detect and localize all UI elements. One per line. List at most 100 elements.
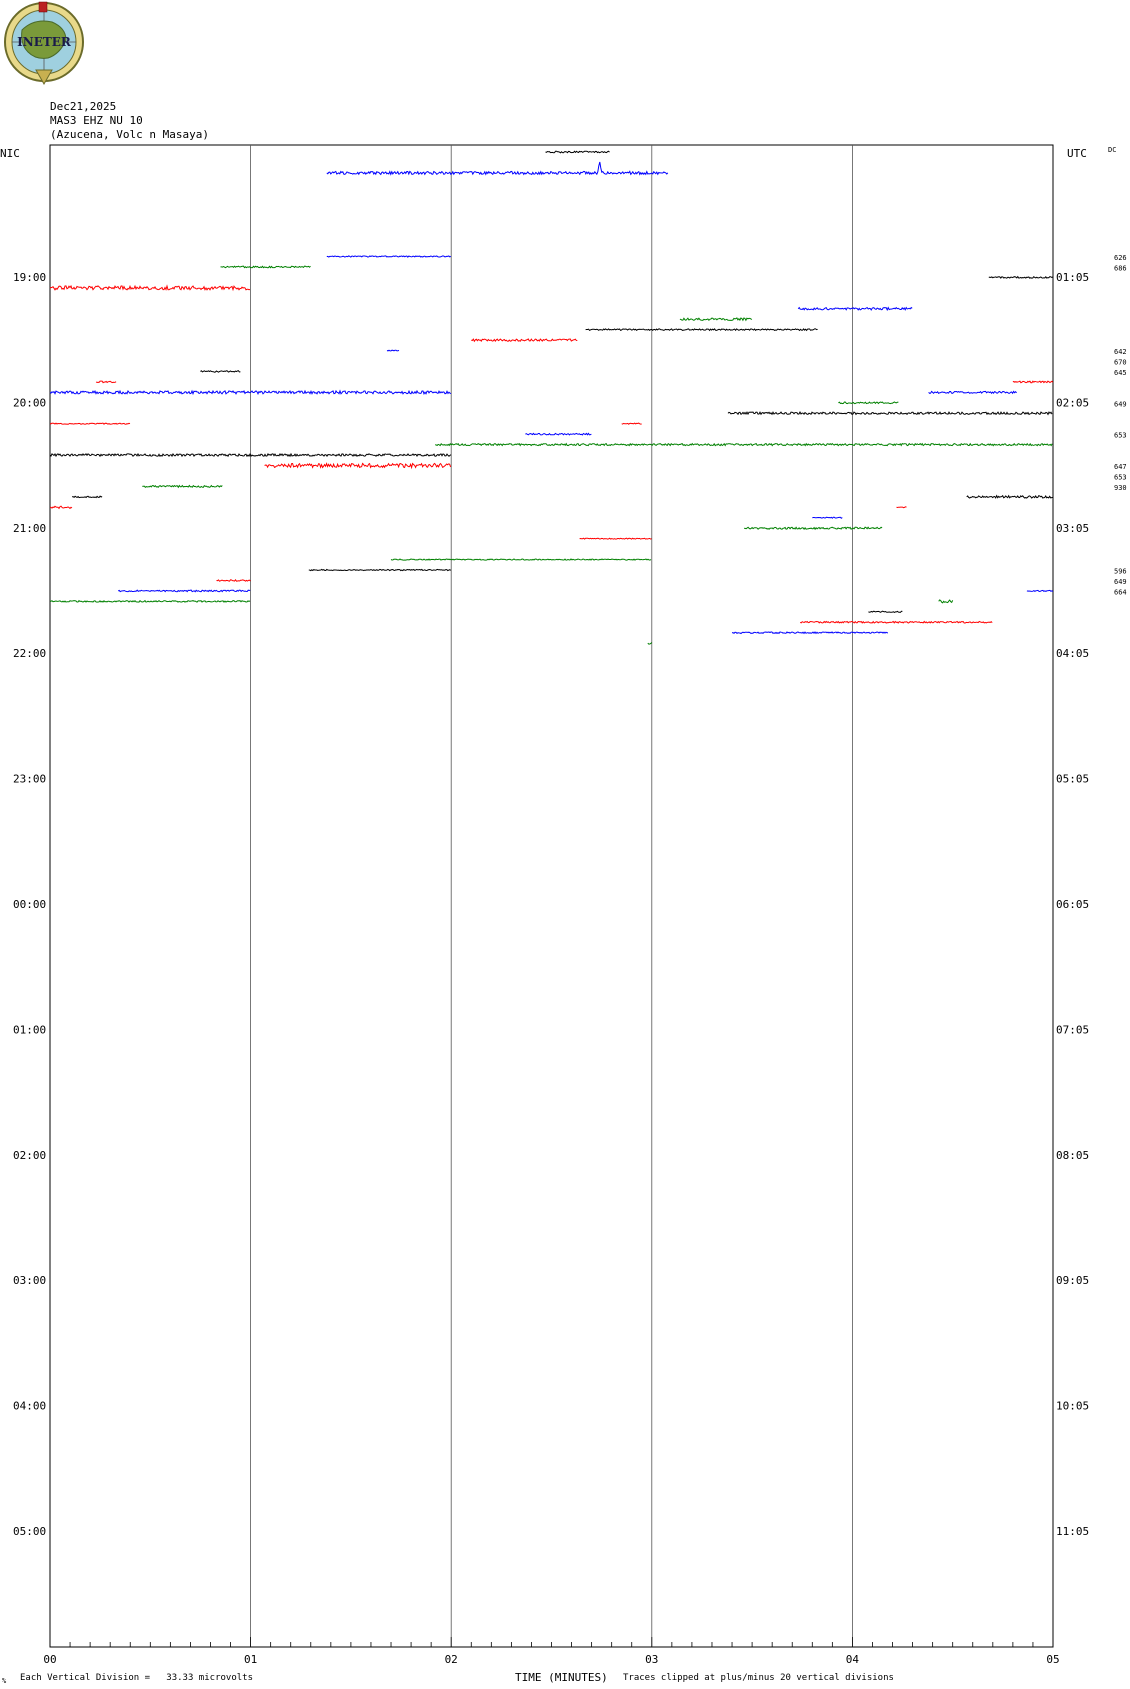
trace-segment <box>525 432 592 436</box>
dc-offset-value: 596 <box>1114 568 1127 576</box>
trace-segment <box>390 558 652 561</box>
nic-hour-label: 23:00 <box>13 773 46 786</box>
nic-hour-label: 22:00 <box>13 647 46 660</box>
trace-segment <box>647 642 653 645</box>
x-tick-label: 05 <box>1046 1653 1059 1666</box>
logo-text: INETER <box>17 35 72 49</box>
trace-segment <box>49 599 251 603</box>
header-date: Dec21,2025 <box>50 100 117 113</box>
trace-segment <box>896 506 907 509</box>
trace-segment <box>938 599 954 604</box>
utc-label: UTC <box>1067 147 1087 160</box>
trace-segment <box>264 462 452 470</box>
dc-offset-value: 664 <box>1114 588 1127 596</box>
trace-segment <box>386 349 400 352</box>
trace-segment <box>49 284 251 292</box>
utc-hour-label: 10:05 <box>1056 1400 1089 1413</box>
plot-border <box>49 144 1054 1648</box>
utc-hour-label: 05:05 <box>1056 773 1089 786</box>
trace-segment <box>1012 380 1054 384</box>
utc-hour-label: 01:05 <box>1056 271 1089 284</box>
trace-segment <box>72 495 103 499</box>
nic-hour-label: 02:00 <box>13 1149 46 1162</box>
x-tick-label: 02 <box>445 1653 458 1666</box>
trace-segment <box>326 255 452 258</box>
trace-segment <box>966 494 1053 499</box>
footer-corner-mark: % <box>2 1677 7 1685</box>
dc-offset-value: 626 <box>1114 254 1127 262</box>
trace-segment <box>471 338 578 343</box>
trace-segment <box>928 390 1017 395</box>
utc-hour-label: 06:05 <box>1056 898 1089 911</box>
dc-offset-value: 653 <box>1114 473 1127 481</box>
trace-segment <box>49 422 131 425</box>
x-tick-label: 04 <box>846 1653 860 1666</box>
dc-offset-labels: 626 686 642 670 645 649 653 647 653 930 596 649 664 <box>1114 254 1127 596</box>
nic-hour-label: 05:00 <box>13 1525 46 1538</box>
trace-segment <box>727 411 1053 416</box>
nic-hour-label: 20:00 <box>13 396 46 409</box>
trace-segment <box>545 150 610 154</box>
utc-time-labels: 01:05 02:05 03:05 04:05 05:05 06:05 07:05 08:05… <box>1056 271 1089 1538</box>
x-axis-ticks <box>49 1637 1054 1647</box>
trace-segment <box>326 161 669 176</box>
footer-vertical-division: Each Vertical Division = 33.33 microvolt… <box>20 1673 253 1683</box>
nic-hour-label: 21:00 <box>13 522 46 535</box>
x-tick-label: 00 <box>43 1653 56 1666</box>
trace-segment <box>49 505 73 510</box>
dc-offset-value: 649 <box>1114 578 1127 586</box>
trace-segment <box>435 442 1053 447</box>
trace-segment <box>49 389 452 396</box>
dc-offset-value: 653 <box>1114 432 1127 440</box>
dc-offset-value: 645 <box>1114 369 1127 377</box>
trace-segment <box>1026 589 1054 593</box>
trace-segment <box>812 516 843 519</box>
trace-segment <box>868 610 903 613</box>
trace-segment <box>216 578 251 582</box>
trace-segment <box>797 306 913 312</box>
trace-segment <box>585 328 818 332</box>
trace-segment <box>579 537 652 540</box>
nic-time-labels: 19:00 20:00 21:00 22:00 23:00 00:00 01:00 02:00… <box>13 271 46 1538</box>
trace-segment <box>621 422 642 425</box>
ineter-logo: INETER <box>4 1 84 86</box>
seismic-traces <box>49 150 1054 645</box>
trace-segment <box>679 317 753 322</box>
trace-segment <box>95 380 117 384</box>
nic-hour-label: 03:00 <box>13 1274 46 1287</box>
footer-xlabel: TIME (MINUTES) <box>515 1671 608 1684</box>
utc-hour-label: 02:05 <box>1056 396 1089 409</box>
nic-hour-label: 01:00 <box>13 1023 46 1036</box>
utc-hour-label: 11:05 <box>1056 1525 1089 1538</box>
nic-hour-label: 04:00 <box>13 1400 46 1413</box>
utc-hour-label: 03:05 <box>1056 522 1089 535</box>
nic-hour-label: 00:00 <box>13 898 46 911</box>
header-station: MAS3 EHZ NU 10 <box>50 114 143 127</box>
x-axis-tick-labels: 00 01 02 03 04 05 <box>43 1653 1059 1666</box>
dc-offset-value: 670 <box>1114 359 1127 367</box>
minute-gridlines <box>250 145 853 1647</box>
plot-frame <box>49 144 1054 1648</box>
trace-segment <box>200 370 241 373</box>
trace-segment <box>308 568 452 572</box>
x-tick-label: 03 <box>645 1653 658 1666</box>
utc-hour-label: 09:05 <box>1056 1274 1089 1287</box>
utc-hour-label: 04:05 <box>1056 647 1089 660</box>
trace-segment <box>988 275 1054 279</box>
trace-segment <box>117 589 251 593</box>
dc-offset-value: 642 <box>1114 348 1127 356</box>
dc-label: DC <box>1108 146 1116 154</box>
dc-offset-value: 930 <box>1114 484 1127 492</box>
header-location: (Azucena, Volc n Masaya) <box>50 128 209 141</box>
dc-offset-value: 649 <box>1114 400 1127 408</box>
trace-segment <box>142 484 223 489</box>
trace-segment <box>49 452 452 458</box>
dc-offset-value: 686 <box>1114 264 1127 272</box>
trace-segment <box>744 526 883 531</box>
nic-label: NIC <box>0 147 20 160</box>
nic-hour-label: 19:00 <box>13 271 46 284</box>
dc-offset-value: 647 <box>1114 463 1127 471</box>
x-tick-label: 01 <box>244 1653 257 1666</box>
trace-segment <box>838 401 899 405</box>
